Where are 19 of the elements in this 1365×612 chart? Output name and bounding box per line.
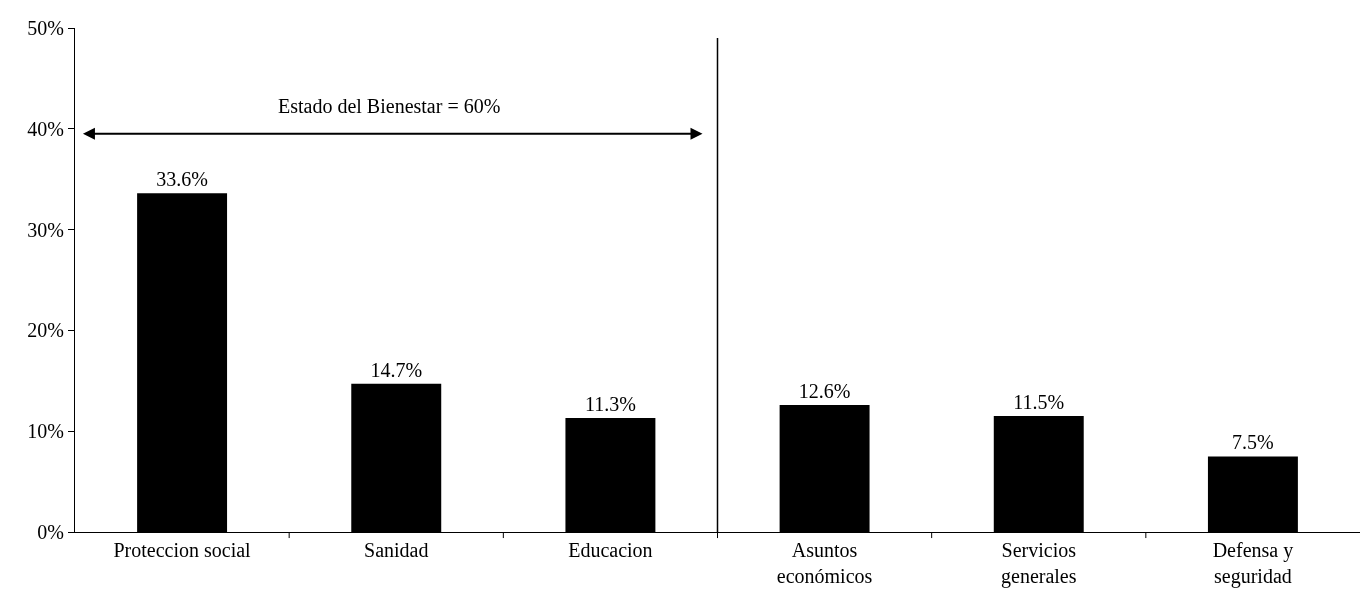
x-tick-label: Proteccion social <box>113 539 252 561</box>
x-tick-label: Sanidad <box>364 539 429 561</box>
data-label: 14.7% <box>370 358 423 381</box>
data-label: 11.5% <box>1013 391 1065 414</box>
x-tick-label: Asuntos económicos <box>776 539 873 587</box>
x-tick-label: Educacion <box>568 539 653 561</box>
data-label: 12.6% <box>798 379 851 402</box>
x-tick-label: Defensa y seguridad <box>1212 539 1294 588</box>
data-label: 11.3% <box>584 393 636 416</box>
y-tick-label: 30% <box>27 218 64 241</box>
y-tick-label: 20% <box>27 319 64 342</box>
annotation: Estado del Bienestar = 60% <box>278 95 501 117</box>
y-tick-label: 0% <box>37 521 64 543</box>
y-tick-label: 50% <box>27 17 64 39</box>
y-tick-label: 40% <box>27 117 64 140</box>
x-tick-label: Servicios generales <box>1000 539 1077 588</box>
data-label: 7.5% <box>1232 431 1274 454</box>
y-tick-label: 10% <box>27 420 64 443</box>
data-label: 33.6% <box>156 168 208 191</box>
